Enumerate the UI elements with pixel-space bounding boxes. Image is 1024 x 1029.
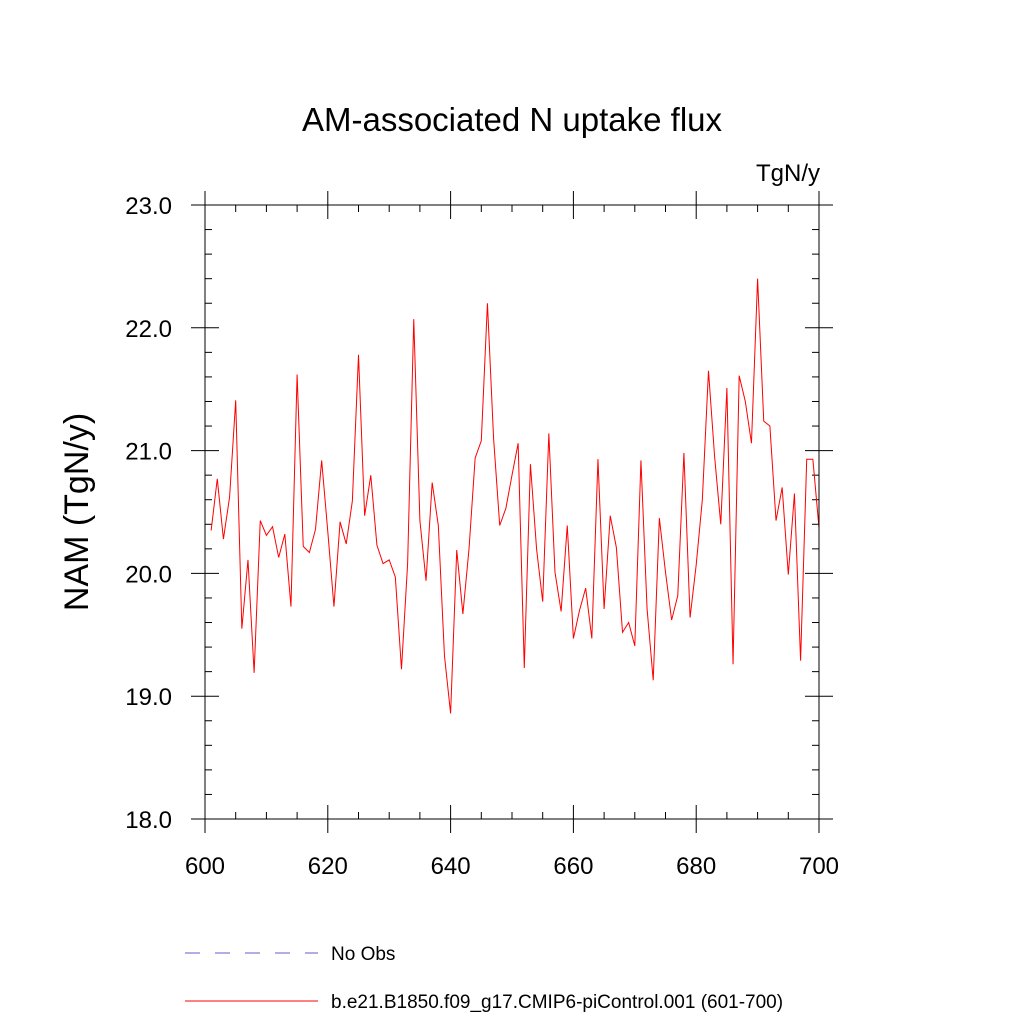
y-tick-label: 21.0 (125, 439, 172, 466)
tick-labels: 600 620 640 660 680 700 18.0 19.0 20.0 21.0 22.0 23… (125, 193, 839, 880)
x-tick-label: 640 (431, 853, 471, 880)
legend-label: No Obs (331, 944, 395, 965)
y-axis-label: NAM (TgN/y) (58, 413, 96, 611)
y-tick-label: 20.0 (125, 561, 172, 588)
units-label: TgN/y (756, 160, 820, 187)
x-tick-label: 620 (308, 853, 348, 880)
y-tick-label: 23.0 (125, 193, 172, 220)
series-line (210, 278, 820, 714)
y-tick-label: 22.0 (125, 316, 172, 343)
plot-frame (204, 204, 820, 820)
x-tick-label: 680 (676, 853, 716, 880)
x-tick-label: 660 (553, 853, 593, 880)
y-tick-label: 19.0 (125, 684, 172, 711)
chart-title: AM-associated N uptake flux (302, 101, 723, 138)
series-layer (210, 278, 820, 714)
x-tick-label: 600 (185, 853, 225, 880)
x-tick-label: 700 (799, 853, 839, 880)
minor-ticks (205, 205, 819, 819)
legend-label: b.e21.B1850.f09_g17.CMIP6-piControl.001 … (331, 992, 783, 1013)
legend: No Obs b.e21.B1850.f09_g17.CMIP6-piContro… (185, 944, 783, 1013)
y-tick-label: 18.0 (125, 807, 172, 834)
